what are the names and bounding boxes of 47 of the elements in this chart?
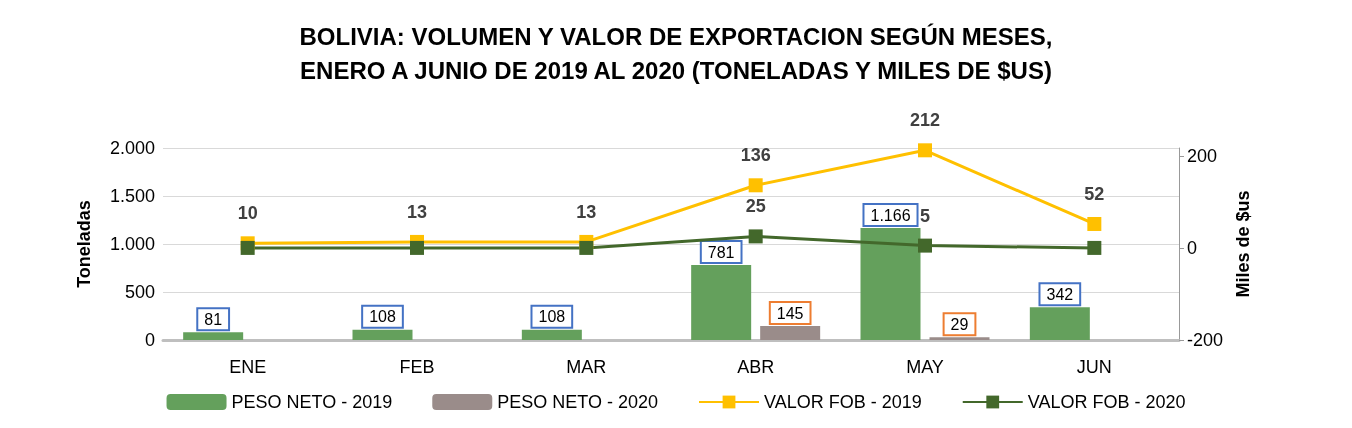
y-tick-label: 500 [124,282,155,302]
y2-axis-title: Miles de $us [1232,190,1253,298]
point [918,238,932,253]
x-tick-label: MAY [906,357,944,377]
data-label: 108 [369,308,396,326]
point [410,240,424,255]
y-axis-title: Toneladas [74,200,94,288]
point [240,240,255,255]
data-label: 13 [406,201,428,222]
data-label: 25 [745,196,766,217]
legend-label: VALOR FOB - 2019 [764,392,922,412]
legend-label: VALOR FOB - 2020 [1027,392,1186,412]
data-label: 1.166 [870,206,911,224]
data-label: 13 [576,201,597,222]
point [748,178,763,193]
y2-tick-label: 0 [1187,237,1198,258]
data-label: 212 [909,110,941,131]
y-tick-label: 1.000 [109,234,155,254]
y-tick-label: 1.500 [109,186,155,206]
data-label: 145 [776,304,804,322]
y-tick-label: 0 [144,330,155,350]
x-tick-label: MAR [566,357,607,377]
y-tick-label: 2.000 [109,138,155,158]
point [579,240,594,255]
data-label: 29 [950,315,969,333]
bar [929,337,990,340]
x-tick-label: ABR [737,357,775,377]
data-label: 52 [1084,183,1105,204]
y2-tick-label: -200 [1187,330,1224,350]
data-label: 781 [707,243,735,261]
data-label: 136 [740,145,771,166]
x-tick-label: ENE [229,357,267,377]
legend-label: PESO NETO - 2019 [231,392,393,412]
point [748,229,763,244]
y2-tick-label: 200 [1187,145,1218,166]
data-label: 10 [237,203,258,224]
data-label: 81 [204,310,223,328]
data-label: 108 [538,308,566,326]
point [1087,240,1102,255]
legend-label: PESO NETO - 2020 [497,392,659,412]
x-tick-label: JUN [1076,357,1112,377]
point [1087,216,1102,231]
data-label: 5 [919,205,931,226]
data-label: 342 [1046,285,1074,303]
x-tick-label: FEB [399,357,435,377]
chart-title: BOLIVIA: VOLUMEN Y VALOR DE EXPORTACION SEGÚN MESES, ENERO A JUNIO DE 2019 AL 2020 (TONELADAS Y MILES DE $US) [299,22,1053,84]
point [918,143,932,158]
